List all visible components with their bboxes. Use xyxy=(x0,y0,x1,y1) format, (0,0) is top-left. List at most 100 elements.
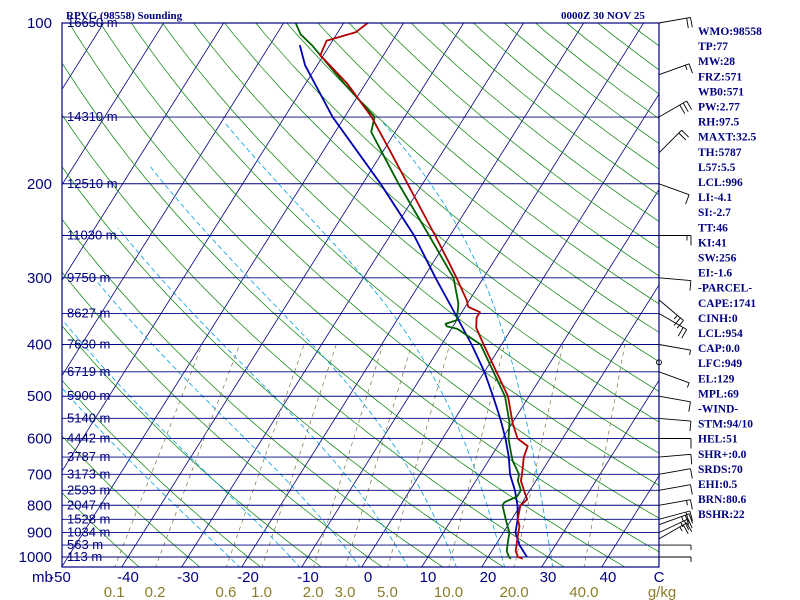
pressure-tick-label: 900 xyxy=(27,525,52,542)
mixing-ratio-line xyxy=(387,344,451,567)
mixing-ratio-label: 5.0 xyxy=(377,584,398,600)
moist-adiabat xyxy=(150,166,457,567)
temperature-tick-label: -40 xyxy=(117,569,139,586)
isotherm-line xyxy=(241,23,585,567)
mixing-ratio-label: 10.0 xyxy=(434,584,463,600)
wind-barb xyxy=(658,16,693,29)
plot-frame xyxy=(61,22,660,568)
stability-indices-panel: WMO:98558 TP:77 MW:28 FRZ:571 WB0:571 PW:2.77… xyxy=(698,26,762,521)
stability-index: STM:94/10 xyxy=(698,419,753,431)
stability-index: TT:46 xyxy=(698,222,728,234)
wind-barb xyxy=(658,344,691,356)
calm-wind-marker xyxy=(656,359,662,366)
stability-index: BRN:80.6 xyxy=(698,494,746,506)
temperature-tick-label: -20 xyxy=(237,569,259,586)
isotherm-line xyxy=(62,23,405,567)
stability-index: TP:77 xyxy=(698,41,728,53)
height-label: 12510 m xyxy=(67,176,118,191)
pressure-tick-label: 800 xyxy=(27,497,52,514)
mixing-ratio-label: 2.0 xyxy=(303,584,324,600)
isotherm-line xyxy=(62,23,165,186)
temperature-trace xyxy=(319,23,529,560)
station-title: RPVG (98558) Sounding xyxy=(66,10,183,22)
isotherm-line xyxy=(62,23,285,377)
stability-index: CINH:0 xyxy=(698,313,738,325)
moist-adiabat xyxy=(117,227,409,567)
height-label: 16650 m xyxy=(67,15,118,30)
dry-adiabat xyxy=(62,325,322,567)
stability-index: MW:28 xyxy=(698,56,735,68)
stability-index: -PARCEL- xyxy=(698,283,752,295)
dry-adiabat xyxy=(62,435,201,567)
moist-adiabat xyxy=(62,387,241,567)
height-label: 3787 m xyxy=(67,449,110,464)
mixing-ratio-label: 0.2 xyxy=(145,584,166,600)
stability-index: PW:2.77 xyxy=(698,102,740,114)
temperature-tick-label: 10 xyxy=(420,569,437,586)
height-label: 9750 m xyxy=(67,270,110,285)
height-label: 3173 m xyxy=(67,466,110,481)
wind-barb xyxy=(658,371,690,388)
height-label: 4442 m xyxy=(67,431,110,446)
stability-index: CAP:0.0 xyxy=(698,343,740,355)
height-label: 2593 m xyxy=(67,482,110,497)
stability-index: FRZ:571 xyxy=(698,71,742,83)
stability-index: RH:97.5 xyxy=(698,117,739,129)
stability-index: LI:-4.1 xyxy=(698,192,732,204)
stability-index: LCL:996 xyxy=(698,177,743,189)
stability-index: MAXT:32.5 xyxy=(698,132,756,144)
height-label: 7630 m xyxy=(67,337,110,352)
wind-barb xyxy=(658,417,692,432)
pressure-unit-label: mb xyxy=(32,569,53,586)
height-label: 563 m xyxy=(67,537,103,552)
stability-index: EI:-1.6 xyxy=(698,268,732,280)
stability-index: WB0:571 xyxy=(698,86,744,98)
sounding-profiles xyxy=(294,23,529,560)
isotherm-line xyxy=(301,23,645,567)
temperature-tick-label: 20 xyxy=(480,569,497,586)
wind-barb xyxy=(658,518,693,534)
mixing-ratio-line xyxy=(514,344,564,567)
wind-barb xyxy=(658,522,693,540)
temperature-tick-label: -30 xyxy=(177,569,199,586)
wind-barb xyxy=(658,299,684,329)
pressure-tick-label: 500 xyxy=(27,388,52,405)
mixing-ratio-line xyxy=(114,344,203,567)
pressure-tick-label: 400 xyxy=(27,337,52,354)
stability-index: TH:5787 xyxy=(698,147,742,159)
wind-barb xyxy=(658,277,692,291)
pressure-tick-label: 200 xyxy=(27,176,52,193)
height-label: 113 m xyxy=(67,549,102,564)
height-label: 5900 m xyxy=(67,388,110,403)
wind-barb xyxy=(658,453,693,465)
pressure-tick-label: 700 xyxy=(27,466,52,483)
stability-index: CAPE:1741 xyxy=(698,298,756,310)
stability-index: SI:-2.7 xyxy=(698,207,731,219)
height-label: 8627 m xyxy=(67,306,110,321)
mixing-ratio-line xyxy=(583,344,626,567)
wind-barb xyxy=(658,183,690,205)
wind-barb xyxy=(658,100,693,118)
pressure-tick-label: 300 xyxy=(27,270,52,287)
mixing-ratio-line xyxy=(313,344,384,567)
mixing-ratio-line xyxy=(448,344,505,567)
height-label: 2047 m xyxy=(67,497,110,512)
temperature-tick-label: C xyxy=(654,569,665,586)
stability-index: EHI:0.5 xyxy=(698,479,738,491)
dry-adiabat xyxy=(62,379,262,567)
isotherm-line xyxy=(62,23,225,281)
temperature-tick-label: -10 xyxy=(297,569,319,586)
mixing-ratio-line xyxy=(345,344,413,567)
moist-adiabat xyxy=(92,275,361,567)
stability-index: KI:41 xyxy=(698,237,727,249)
isotherm-line xyxy=(121,23,465,567)
wind-barb xyxy=(658,313,688,339)
wind-barb xyxy=(658,63,693,76)
stability-index: L57:5.5 xyxy=(698,162,736,174)
mixing-ratio-label: 1.0 xyxy=(251,584,272,600)
moist-adiabat xyxy=(63,321,301,567)
stability-index: LCL:954 xyxy=(698,328,743,340)
mixing-ratio-label: 20.0 xyxy=(499,584,528,600)
